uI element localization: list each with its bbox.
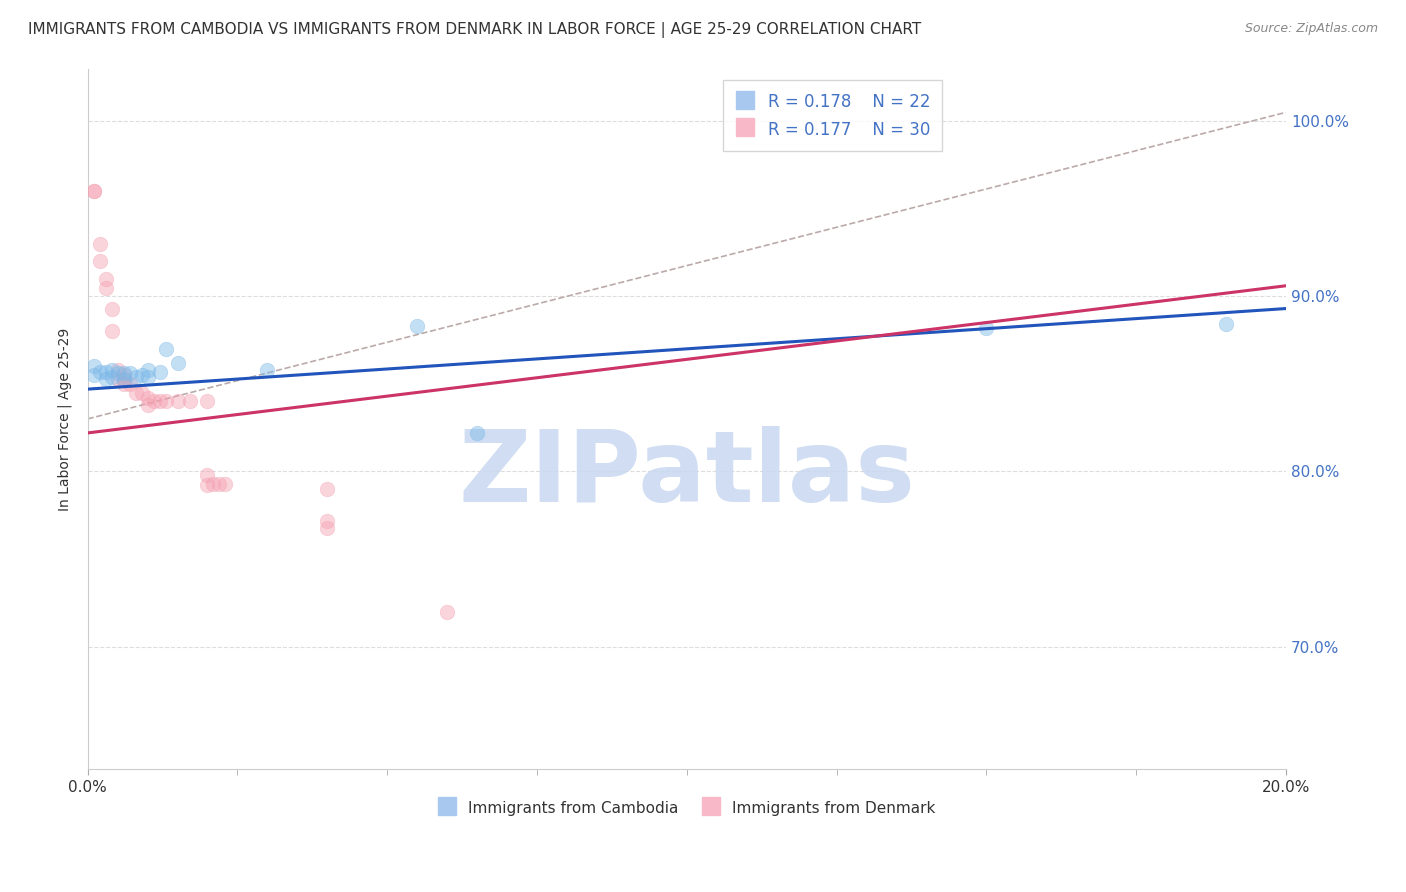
Point	[179, 394, 201, 409]
Point	[100, 369, 122, 384]
Point	[148, 394, 170, 409]
Text: ZIPatlas: ZIPatlas	[458, 426, 915, 524]
Point	[214, 476, 236, 491]
Point	[112, 376, 135, 391]
Point	[100, 301, 122, 316]
Point	[83, 368, 105, 383]
Point	[112, 368, 135, 383]
Point	[148, 365, 170, 379]
Point	[124, 369, 146, 384]
Point	[131, 385, 153, 400]
Point	[89, 236, 111, 251]
Point	[197, 467, 219, 482]
Point	[112, 367, 135, 381]
Point	[197, 478, 219, 492]
Point	[166, 394, 188, 409]
Point	[155, 394, 177, 409]
Point	[94, 365, 117, 379]
Point	[112, 371, 135, 385]
Point	[406, 319, 429, 334]
Point	[136, 363, 159, 377]
Point	[89, 254, 111, 268]
Point	[94, 371, 117, 385]
Point	[100, 324, 122, 338]
Point	[316, 482, 339, 496]
Point	[202, 476, 225, 491]
Legend: Immigrants from Cambodia, Immigrants from Denmark: Immigrants from Cambodia, Immigrants fro…	[430, 792, 943, 825]
Point	[94, 280, 117, 294]
Point	[256, 363, 278, 377]
Point	[124, 385, 146, 400]
Point	[142, 394, 165, 409]
Point	[136, 398, 159, 412]
Point	[83, 184, 105, 198]
Point	[976, 320, 998, 334]
Point	[94, 272, 117, 286]
Point	[83, 359, 105, 374]
Point	[465, 425, 488, 440]
Point	[118, 367, 141, 381]
Point	[436, 605, 458, 619]
Text: Source: ZipAtlas.com: Source: ZipAtlas.com	[1244, 22, 1378, 36]
Point	[112, 373, 135, 387]
Point	[107, 367, 129, 381]
Point	[83, 184, 105, 198]
Point	[208, 476, 231, 491]
Point	[118, 376, 141, 391]
Text: IMMIGRANTS FROM CAMBODIA VS IMMIGRANTS FROM DENMARK IN LABOR FORCE | AGE 25-29 C: IMMIGRANTS FROM CAMBODIA VS IMMIGRANTS F…	[28, 22, 921, 38]
Point	[197, 394, 219, 409]
Point	[136, 391, 159, 405]
Point	[155, 342, 177, 356]
Point	[131, 368, 153, 383]
Point	[1215, 318, 1237, 332]
Point	[89, 365, 111, 379]
Point	[316, 520, 339, 534]
Point	[100, 363, 122, 377]
Point	[166, 356, 188, 370]
Point	[316, 514, 339, 528]
Point	[136, 369, 159, 384]
Point	[107, 363, 129, 377]
Point	[107, 371, 129, 385]
Y-axis label: In Labor Force | Age 25-29: In Labor Force | Age 25-29	[58, 327, 72, 510]
